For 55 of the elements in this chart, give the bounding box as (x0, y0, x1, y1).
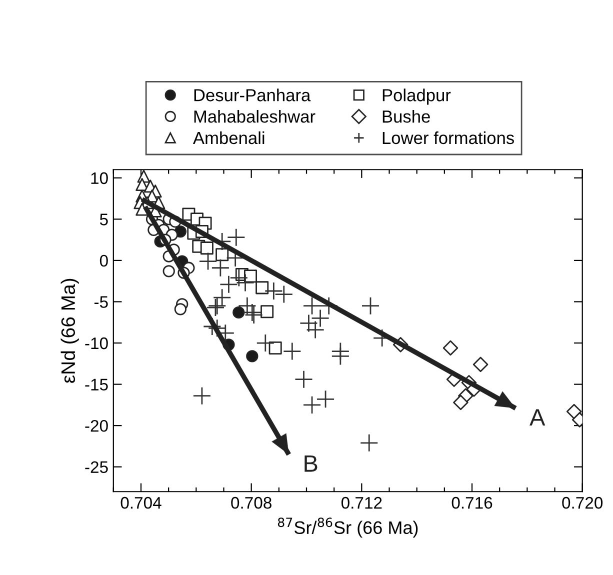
legend-label: Bushe (382, 110, 430, 123)
y-tick-label: -15 (85, 378, 108, 390)
point (306, 320, 325, 339)
point (226, 228, 246, 247)
y-axis-title: εNd (66 Ma) (60, 278, 79, 383)
x-tick-label: 0.704 (120, 496, 162, 509)
x-tick-label: 0.716 (452, 496, 492, 509)
point (294, 370, 313, 389)
y-tick-label: 10 (91, 172, 108, 184)
legend-label: Mahabaleshwar (194, 110, 316, 123)
y-tick-label: 5 (100, 214, 108, 226)
point (302, 296, 322, 316)
point (200, 242, 214, 255)
y-tick-label: -10 (85, 337, 108, 350)
point (360, 434, 378, 452)
point (302, 396, 322, 414)
point (246, 350, 258, 362)
point (236, 274, 254, 292)
point (442, 340, 458, 356)
point (274, 285, 294, 304)
y-tick-label: -5 (94, 296, 108, 308)
y-tick-label: -20 (85, 420, 108, 432)
annotation: A (530, 409, 546, 426)
point (268, 341, 282, 354)
point (300, 314, 318, 332)
point (238, 296, 256, 316)
legend-label: Ambenali (192, 131, 264, 144)
x-tick-label: 0.712 (341, 496, 382, 509)
point (316, 390, 335, 408)
point (331, 347, 350, 366)
point (282, 342, 302, 360)
point (198, 252, 218, 270)
point (232, 306, 245, 319)
y-tick-label: -25 (85, 461, 108, 474)
point (453, 394, 468, 410)
point (256, 334, 275, 352)
legend-label: Desur-Panhara (194, 88, 311, 102)
point (256, 281, 269, 294)
point (162, 265, 175, 278)
point (264, 282, 283, 300)
annotation: B (304, 455, 318, 472)
x-axis-title: $^{87}$Sr/$^{86}$Sr (66 Ma) (278, 518, 418, 538)
point (361, 296, 380, 316)
x-tick-label: 0.708 (231, 496, 272, 509)
y-tick-label: 0 (100, 254, 108, 267)
legend-label: Lower formations (382, 131, 514, 144)
x-tick-label: 0.720 (562, 496, 603, 509)
point (260, 305, 274, 318)
point (174, 303, 187, 316)
point (216, 248, 229, 262)
legend-label: Poladpur (382, 88, 451, 105)
point (192, 386, 212, 406)
point (472, 356, 488, 372)
point (211, 258, 230, 278)
point (311, 309, 330, 328)
